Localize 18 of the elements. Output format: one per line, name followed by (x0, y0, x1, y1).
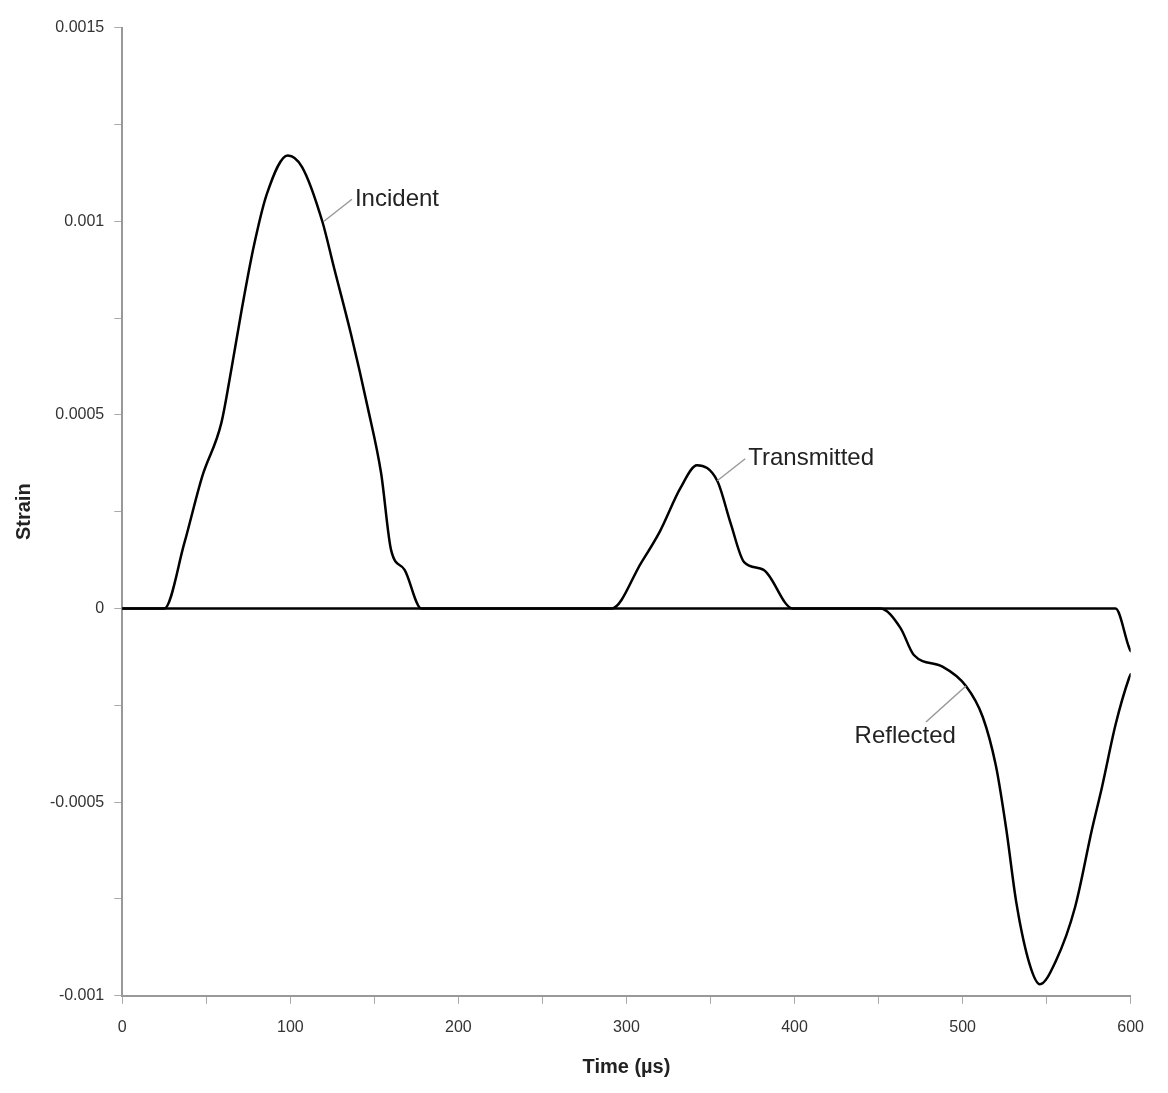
x-tick-label: 0 (117, 1017, 127, 1035)
y-tick-label: 0 (95, 598, 105, 616)
y-tick-label: 0.001 (64, 211, 105, 229)
annotation: Transmitted (748, 443, 875, 471)
annotation: Incident (354, 183, 440, 211)
x-tick-label: 600 (1117, 1017, 1145, 1035)
x-tick-label: 300 (613, 1017, 640, 1035)
x-tick-label: 200 (445, 1017, 472, 1035)
y-axis-title: Strain (11, 483, 34, 541)
y-tick-label: -0.001 (58, 986, 105, 1004)
y-tick-label: 0.0005 (55, 405, 105, 423)
x-tick-label: 500 (949, 1017, 977, 1035)
x-tick-label: 100 (276, 1017, 304, 1035)
annotation: Reflected (854, 720, 956, 748)
x-axis-title: Time (µs) (582, 1054, 671, 1077)
y-tick-label: -0.0005 (50, 792, 105, 810)
x-tick-label: 400 (781, 1017, 808, 1035)
y-tick-label: 0.0015 (55, 18, 105, 36)
